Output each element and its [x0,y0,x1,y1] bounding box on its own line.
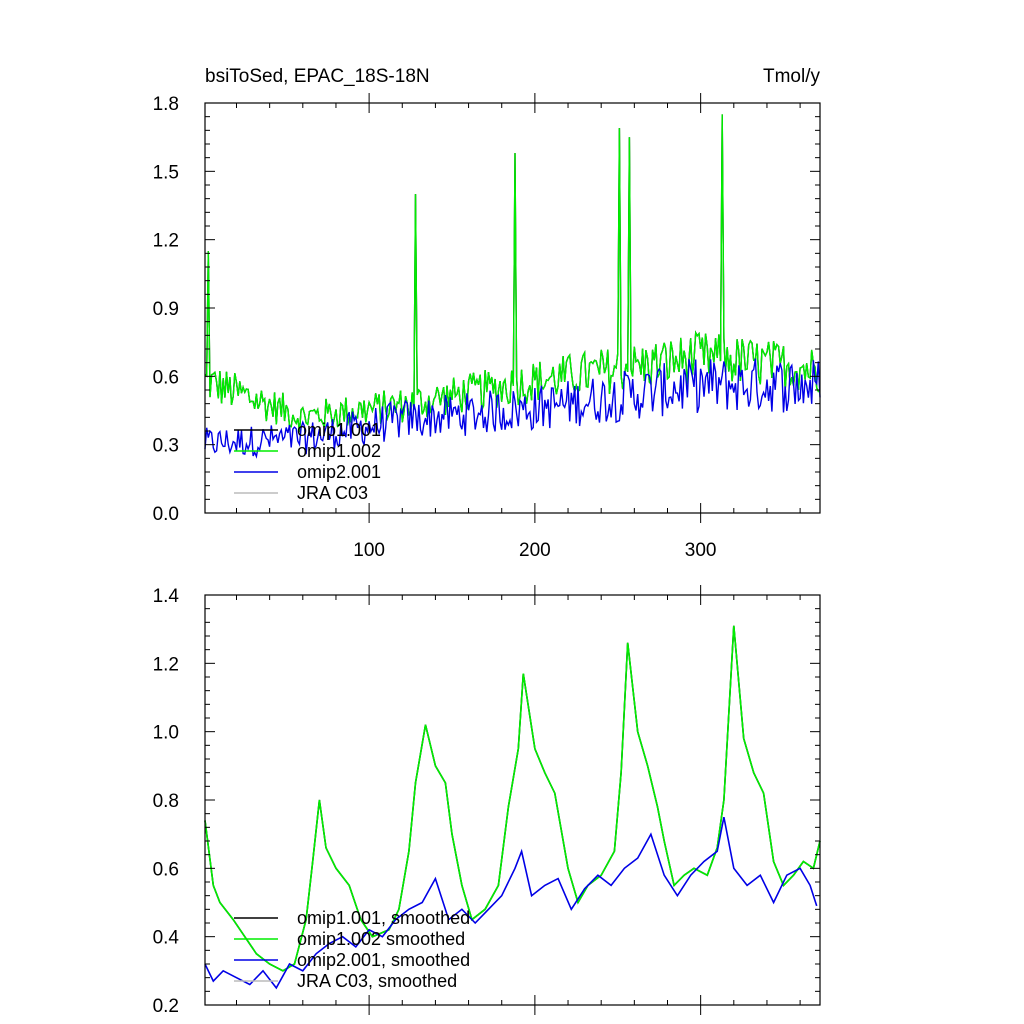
y-tick-label: 0.9 [153,299,179,320]
legend-label: omip2.001, smoothed [297,950,470,970]
bottom-panel: 0.2 0.4 0.6 0.8 1.0 1.2 1.4 omip1.001, smoothe… [153,585,821,1017]
y-tick-label: 0.2 [153,996,179,1017]
y-tick-label: 1.0 [153,723,179,744]
smoothed-series-line-2 [204,816,818,990]
legend-label: JRA C03, smoothed [297,971,457,991]
y-tick-label: 0.4 [153,928,180,949]
legend-label: JRA C03 [297,483,368,503]
y-tick-label: 0.3 [153,436,179,457]
top-panel-ticks: 0.0 0.3 0.6 0.9 1.2 1.5 1.8 100 200 300 [153,93,820,561]
y-tick-label: 0.6 [153,367,179,388]
legend-label: omip2.001 [297,462,381,482]
y-tick-label: 1.8 [153,94,179,115]
bottom-panel-ticks: 0.2 0.4 0.6 0.8 1.0 1.2 1.4 [153,585,820,1017]
legend-label: omip1.001 [297,420,381,440]
y-tick-label: 0.0 [153,504,179,525]
top-panel: 0.0 0.3 0.6 0.9 1.2 1.5 1.8 100 200 300 bsiToSed,… [153,66,821,561]
y-tick-label: 1.4 [153,586,180,607]
top-title-left: bsiToSed, EPAC_18S-18N [205,66,430,87]
legend-label: omip1.002 smoothed [297,929,465,949]
top-title-right: Tmol/y [763,66,821,87]
series-line-omip2-001 [204,358,821,459]
y-tick-label: 0.6 [153,859,179,880]
series-line-omip1-002 [204,114,821,432]
y-tick-label: 1.5 [153,162,179,183]
y-tick-label: 1.2 [153,654,179,675]
x-tick-label: 200 [519,540,551,561]
bottom-panel-series [204,625,821,990]
legend-label: omip1.002 [297,441,381,461]
x-tick-label: 300 [685,540,717,561]
top-panel-series [204,114,821,459]
y-tick-label: 0.8 [153,791,179,812]
x-tick-label: 100 [353,540,385,561]
y-tick-label: 1.2 [153,231,179,252]
smoothed-series-line-1 [204,625,821,972]
legend-label: omip1.001, smoothed [297,908,470,928]
